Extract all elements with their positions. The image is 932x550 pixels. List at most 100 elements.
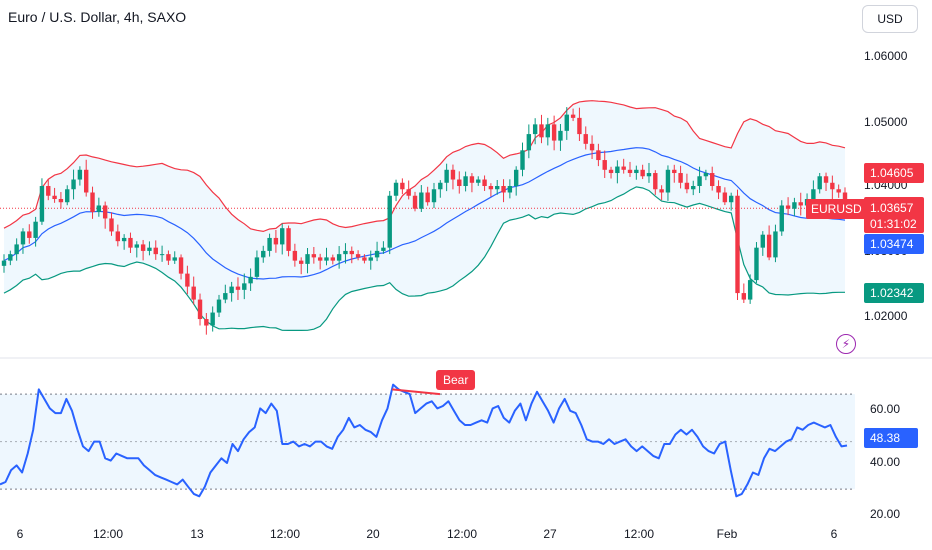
candle-body — [779, 205, 784, 232]
candle-body — [659, 189, 664, 193]
candle-body — [254, 257, 260, 277]
candle-body — [381, 247, 386, 251]
candle-body — [577, 117, 582, 135]
x-tick-label: 12:00 — [623, 527, 655, 541]
candle-body — [608, 169, 614, 174]
candle-body — [121, 237, 127, 242]
x-tick-label: 27 — [543, 527, 557, 541]
lightning-bolt-icon[interactable]: ⚡ — [836, 334, 856, 354]
candle-body — [691, 186, 696, 190]
candle-body — [507, 186, 513, 193]
candle-body — [191, 286, 196, 300]
candle-body — [438, 182, 443, 190]
candle-body — [39, 186, 45, 222]
candle-body — [166, 254, 171, 261]
candle-body — [754, 247, 759, 281]
candle-body — [785, 205, 791, 209]
candle-body — [185, 273, 190, 287]
candle-body — [273, 237, 279, 245]
rsi-line — [0, 383, 848, 498]
candle-body — [551, 124, 557, 141]
bear-divergence-line — [391, 388, 441, 396]
candle-body — [672, 169, 677, 174]
rsi-value-tag: 48.38 — [864, 428, 918, 448]
candle-body — [349, 250, 354, 255]
chart-title: Euro / U.S. Dollar, 4h, SAXO — [8, 9, 187, 25]
candle-body — [513, 169, 519, 187]
candle-body — [450, 169, 456, 180]
candle-body — [317, 257, 323, 261]
x-tick-label: 6 — [16, 527, 24, 541]
candle-body — [27, 231, 32, 238]
candle-body — [488, 186, 494, 190]
candle-body — [653, 173, 658, 190]
currency-button[interactable]: USD — [862, 5, 918, 33]
candle-body — [267, 237, 272, 251]
candle-body — [311, 254, 317, 258]
candle-body — [615, 166, 620, 174]
candle-body — [216, 299, 222, 313]
candle-body — [684, 182, 690, 190]
x-tick-label: 12:00 — [269, 527, 301, 541]
candle-body — [210, 312, 215, 326]
price-tick-label: 1.02000 — [864, 309, 908, 323]
lower-band-tag: 1.02342 — [864, 283, 924, 303]
candle-body — [305, 254, 310, 264]
candle-body — [84, 169, 89, 193]
candle-body — [596, 150, 601, 161]
basis-tag: 1.03474 — [864, 234, 924, 254]
candle-body — [836, 189, 841, 193]
candle-body — [229, 286, 234, 294]
price-tick-label: 1.06000 — [864, 49, 908, 63]
candle-body — [387, 195, 392, 248]
rsi-tick-label: 40.00 — [870, 455, 901, 469]
x-tick-label: 13 — [190, 527, 204, 541]
candle-body — [134, 244, 139, 248]
candle-body — [621, 166, 626, 170]
candle-body — [8, 254, 13, 261]
candle-body — [425, 192, 430, 203]
candle-body — [716, 186, 721, 193]
candle-body — [476, 179, 481, 183]
candle-body — [728, 195, 734, 203]
candle-body — [355, 254, 361, 258]
candle-body — [640, 169, 645, 177]
candle-body — [501, 186, 506, 193]
rsi-band-fill — [0, 394, 855, 490]
candle-body — [823, 176, 829, 183]
bar-countdown: 01:31:02 — [870, 217, 917, 231]
candle-body — [735, 195, 740, 294]
candle-body — [292, 250, 298, 261]
candle-body — [374, 250, 380, 258]
candle-body — [14, 244, 19, 255]
candle-body — [722, 192, 728, 203]
candle-body — [406, 189, 411, 196]
candle-body — [235, 286, 241, 290]
candle-body — [336, 254, 342, 261]
candle-body — [20, 231, 26, 245]
upper-band-tag: 1.04605 — [864, 163, 924, 183]
candle-body — [766, 234, 772, 258]
candle-body — [665, 169, 671, 193]
x-tick-label: Feb — [716, 527, 738, 541]
candle-body — [532, 124, 538, 135]
bear-label: Bear — [436, 370, 476, 390]
candle-body — [747, 280, 753, 300]
candle-body — [760, 234, 765, 248]
candle-body — [830, 182, 835, 190]
candle-body — [58, 198, 64, 203]
symbol-tag: EURUSD — [806, 199, 867, 219]
candle-body — [172, 257, 177, 261]
candle-body — [710, 173, 715, 187]
candle-body — [223, 293, 228, 300]
candle-body — [128, 237, 133, 248]
candle-body — [545, 124, 551, 138]
candle-body — [419, 192, 424, 209]
candle-body — [102, 205, 108, 219]
candle-body — [77, 169, 83, 180]
candle-body — [1, 260, 7, 266]
rsi-tick-label: 20.00 — [870, 507, 901, 521]
candle-body — [248, 276, 253, 284]
candle-body — [286, 228, 291, 251]
